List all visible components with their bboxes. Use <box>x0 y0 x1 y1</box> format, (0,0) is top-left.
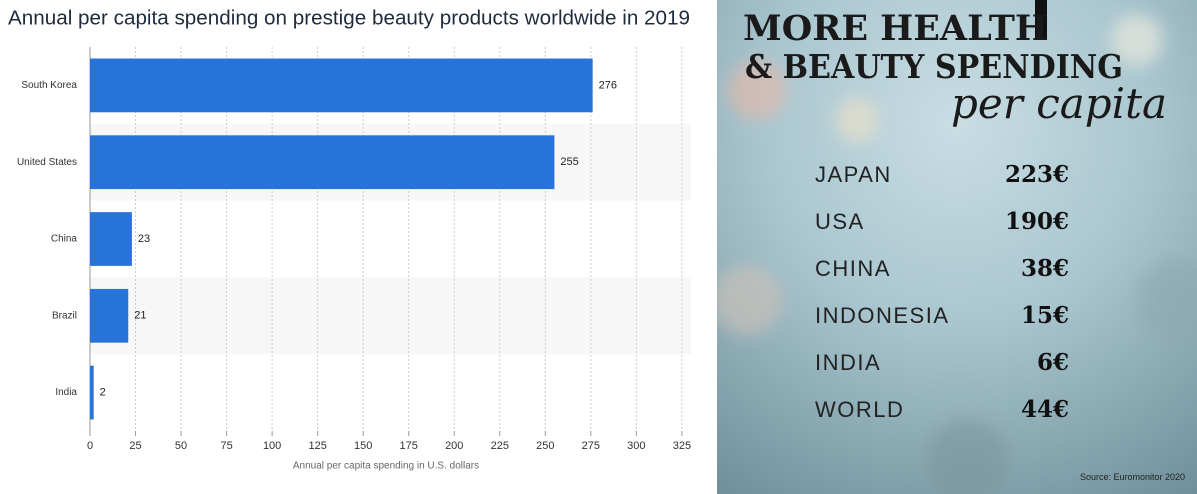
value-label: 276 <box>599 79 617 91</box>
row-value: 190€ <box>1005 208 1069 235</box>
x-tick-label: 100 <box>263 440 281 452</box>
chart-title: Annual per capita spending on prestige b… <box>8 7 690 29</box>
bokeh <box>717 14 1197 494</box>
rows: JAPAN 223€ USA 190€ CHINA 38€ INDONESIA 15€ INDI… <box>815 161 1069 423</box>
background <box>717 0 1197 494</box>
row-value: 44€ <box>1021 396 1069 423</box>
bar <box>90 365 94 420</box>
bar <box>90 58 593 113</box>
y-tick-label: United States <box>17 157 77 168</box>
x-tick-label: 75 <box>220 440 232 452</box>
value-label: 2 <box>100 387 106 399</box>
x-tick-label: 275 <box>582 440 600 452</box>
title-line: & BEAUTY SPENDING <box>745 47 1123 86</box>
bar <box>90 288 129 343</box>
row-value: 15€ <box>1021 302 1069 329</box>
x-tick-label: 50 <box>175 440 187 452</box>
row-label: INDONESIA <box>815 303 950 328</box>
x-tick-label: 200 <box>445 440 463 452</box>
bar <box>90 135 555 190</box>
row-value: 223€ <box>1005 161 1069 188</box>
y-tick-label: Brazil <box>52 310 77 321</box>
row-value: 38€ <box>1021 255 1069 282</box>
row-band <box>90 277 691 355</box>
x-tick-label: 0 <box>87 440 93 452</box>
row-label: WORLD <box>815 397 904 422</box>
y-tick-label: China <box>51 234 78 245</box>
value-label: 21 <box>134 310 146 322</box>
row-label: USA <box>815 209 865 234</box>
row-value: 6€ <box>1037 349 1069 376</box>
bar-decoration <box>1035 0 1047 40</box>
x-tick-label: 150 <box>354 440 372 452</box>
bar <box>90 212 132 266</box>
x-tick-label: 125 <box>308 440 326 452</box>
row-label: JAPAN <box>815 162 892 187</box>
x-tick-label: 300 <box>627 440 645 452</box>
x-tick-label: 225 <box>491 440 509 452</box>
y-tick-label: India <box>55 387 77 398</box>
chart: Annual per capita spending on prestige b… <box>8 7 691 472</box>
row-label: CHINA <box>815 256 891 281</box>
x-tick-label: 175 <box>400 440 418 452</box>
source: Source: Euromonitor 2020 <box>1080 472 1185 482</box>
x-tick-label: 325 <box>673 440 691 452</box>
title-line: MORE HEALTH <box>743 8 1048 49</box>
y-tick-label: South Korea <box>21 80 77 91</box>
value-label: 23 <box>138 233 150 245</box>
value-label: 255 <box>560 156 578 168</box>
x-axis-label: Annual per capita spending in U.S. dolla… <box>293 461 479 472</box>
x-tick-label: 250 <box>536 440 554 452</box>
infographic: MORE HEALTH & BEAUTY SPENDING per capita… <box>717 0 1197 494</box>
x-tick-label: 25 <box>129 440 141 452</box>
row-label: INDIA <box>815 350 881 375</box>
subtitle: per capita <box>951 79 1167 128</box>
